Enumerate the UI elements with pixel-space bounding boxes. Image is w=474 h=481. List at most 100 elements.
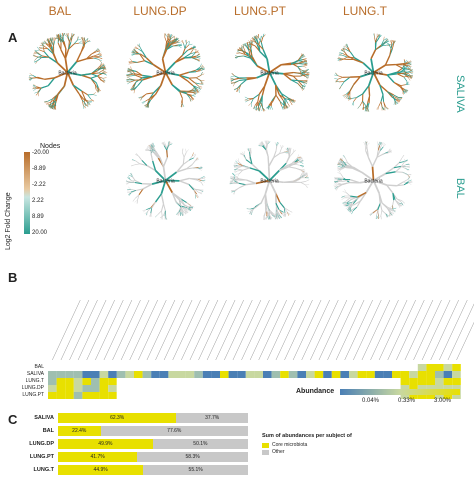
bar-other-segment: 37.7%	[176, 413, 248, 423]
heatmap-column-label-mark	[69, 299, 98, 361]
heatmap-row-label: SALIVA	[26, 371, 44, 377]
heatmap-cell	[409, 385, 418, 392]
heatmap-cell	[228, 364, 238, 371]
heatmap-column-label-mark	[86, 299, 115, 361]
heatmap-cell	[263, 364, 272, 371]
heatmap-column-label-mark	[378, 299, 408, 361]
heatmap-cells	[48, 364, 461, 399]
heatmap-cell	[65, 364, 74, 371]
heatmap-cell	[185, 378, 195, 385]
heatmap-cell	[48, 385, 57, 392]
heatmap-column-label-mark	[258, 299, 287, 361]
bar-category-label: SALIVA	[34, 415, 54, 421]
heatmap-column-label-mark	[146, 299, 176, 361]
heatmap-cell	[400, 364, 410, 371]
heatmap-cell	[331, 364, 341, 371]
heatmap-cell	[245, 378, 255, 385]
heatmap-cell	[202, 392, 212, 399]
heatmap-cell	[340, 392, 349, 399]
heatmap-cell	[349, 371, 358, 378]
heatmap-cell	[452, 364, 461, 371]
heatmap-cell	[383, 385, 392, 392]
heatmap-cell	[82, 364, 91, 371]
heatmap-cell	[228, 371, 238, 378]
heatmap-cell	[409, 392, 418, 399]
heatmap-cell	[314, 378, 324, 385]
heatmap-column-label-mark	[421, 299, 451, 361]
heatmap-cell	[452, 385, 461, 392]
heatmap-cell	[314, 371, 324, 378]
heatmap-cell	[65, 392, 74, 399]
heatmap-cell	[211, 378, 220, 385]
heatmap-cell	[443, 378, 453, 385]
heatmap-cell	[185, 371, 195, 378]
heatmap-cell	[254, 378, 263, 385]
heatmap-cell	[245, 364, 255, 371]
heatmap-cell	[73, 371, 83, 378]
heatmap-row-label: BAL	[34, 364, 44, 370]
heatmap-cell	[194, 364, 203, 371]
heatmap-column-label-mark	[430, 299, 459, 361]
row-label-saliva: SALIVA	[454, 75, 466, 113]
heatmap-cell	[271, 385, 281, 392]
heatmap-cell	[452, 392, 461, 399]
heatmap-cell	[297, 378, 306, 385]
heatmap-cell	[116, 364, 126, 371]
heatmap-cell	[177, 385, 186, 392]
heatmap-cell	[185, 392, 195, 399]
heatmap-cell	[323, 378, 332, 385]
heatmap-cell	[340, 364, 349, 371]
heatmap-cell	[400, 385, 410, 392]
heatmap-cell	[426, 385, 435, 392]
heatmap-cell	[357, 392, 367, 399]
heatmap-cell	[374, 392, 384, 399]
tree-bal-1: Bacteria	[125, 141, 206, 220]
heatmap-cell	[331, 385, 341, 392]
heatmap-cell	[271, 378, 281, 385]
heatmap-cell	[99, 392, 109, 399]
heatmap-cell	[65, 378, 74, 385]
row-label-bal: BAL	[454, 178, 466, 199]
heatmap-cell	[374, 378, 384, 385]
heatmap-cell	[297, 392, 306, 399]
heatmap-column-label-mark	[413, 299, 442, 361]
tree-center-label: Bacteria	[364, 71, 383, 77]
heatmap-panel	[48, 299, 474, 399]
heatmap-cell	[177, 392, 186, 399]
heatmap-cell	[288, 385, 298, 392]
col-title-lung-t: LUNG.T	[342, 4, 387, 18]
heatmap-cell	[323, 392, 332, 399]
heatmap-cell	[168, 392, 177, 399]
tree-center-label: Bacteria	[58, 71, 77, 77]
heatmap-cell	[202, 371, 212, 378]
heatmap-column-label-mark	[198, 299, 227, 361]
heatmap-row-label: LUNG.DP	[21, 385, 44, 391]
abundance-tick-high: 3.00%	[434, 398, 452, 404]
heatmap-cell	[116, 378, 126, 385]
tree-bal-2: Bacteria	[229, 140, 310, 221]
heatmap-column-label-mark	[103, 299, 133, 361]
tree-bal-3: Bacteria	[333, 141, 413, 220]
heatmap-cell	[331, 371, 341, 378]
legend-tick: -2.22	[32, 182, 46, 188]
heatmap-column-label-mark	[439, 299, 468, 361]
legend-tick: -8.89	[32, 166, 46, 172]
heatmap-cell	[65, 371, 74, 378]
col-title-lung-dp: LUNG.DP	[133, 4, 187, 18]
heatmap-cell	[400, 378, 410, 385]
heatmap-cell	[409, 371, 418, 378]
heatmap-cell	[125, 371, 134, 378]
heatmap-column-label-mark	[335, 299, 365, 361]
heatmap-cell	[271, 364, 281, 371]
abundance-tick-low: 0.04%	[362, 398, 380, 404]
bar-legend-title: Sum of abundances per subject of	[262, 433, 352, 439]
heatmap-cell	[357, 378, 367, 385]
heatmap-column-label-mark	[232, 299, 262, 361]
heatmap-column-label-mark	[301, 299, 330, 361]
heatmap-cell	[211, 371, 220, 378]
heatmap-cell	[125, 378, 134, 385]
legend-tick: -20.00	[32, 150, 50, 156]
heatmap-cell	[125, 364, 134, 371]
heatmap-column-label-mark	[155, 299, 184, 361]
col-title-bal: BAL	[48, 4, 72, 18]
